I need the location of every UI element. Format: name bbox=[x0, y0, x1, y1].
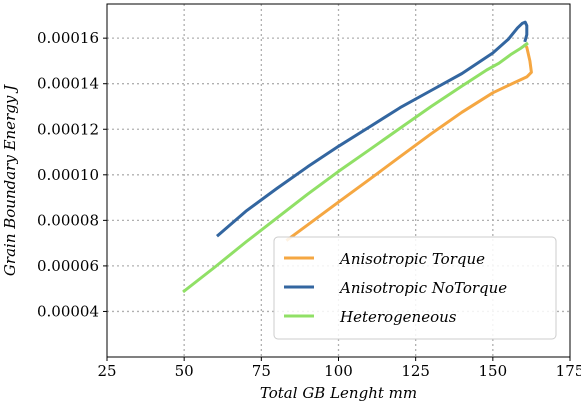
legend-box bbox=[273, 236, 557, 340]
x-tick-label: 75 bbox=[252, 362, 271, 380]
series-line-1 bbox=[215, 20, 529, 238]
y-axis-label: Grain Boundary Energy J bbox=[1, 84, 19, 276]
x-tick-label: 150 bbox=[479, 362, 508, 380]
x-axis-label: Total GB Lenght mm bbox=[260, 384, 417, 402]
series-line-2 bbox=[182, 41, 529, 294]
legend-label-2: Heterogeneous bbox=[339, 308, 457, 326]
y-tick-label: 0.00010 bbox=[37, 166, 99, 184]
y-tick-label: 0.00016 bbox=[37, 29, 99, 47]
x-tick-label: 125 bbox=[401, 362, 430, 380]
y-tick-label: 0.00004 bbox=[37, 302, 99, 320]
x-tick-label: 25 bbox=[97, 362, 116, 380]
series-lines bbox=[182, 20, 533, 294]
x-tick-label: 100 bbox=[324, 362, 353, 380]
axis-ticks: 25 50 75 100 125 150 175 0.00004 0.00006 0.00008 0… bbox=[37, 29, 581, 380]
x-tick-label: 50 bbox=[175, 362, 194, 380]
y-tick-label: 0.00012 bbox=[37, 120, 99, 138]
series-line-0 bbox=[285, 42, 533, 242]
legend: Anisotropic Torque Anisotropic NoTorque He… bbox=[273, 236, 557, 340]
legend-label-1: Anisotropic NoTorque bbox=[338, 279, 507, 297]
y-tick-label: 0.00014 bbox=[37, 75, 99, 93]
y-tick-label: 0.00008 bbox=[37, 211, 99, 229]
y-tick-label: 0.00006 bbox=[37, 257, 99, 275]
x-tick-label: 175 bbox=[556, 362, 581, 380]
legend-label-0: Anisotropic Torque bbox=[338, 250, 485, 268]
